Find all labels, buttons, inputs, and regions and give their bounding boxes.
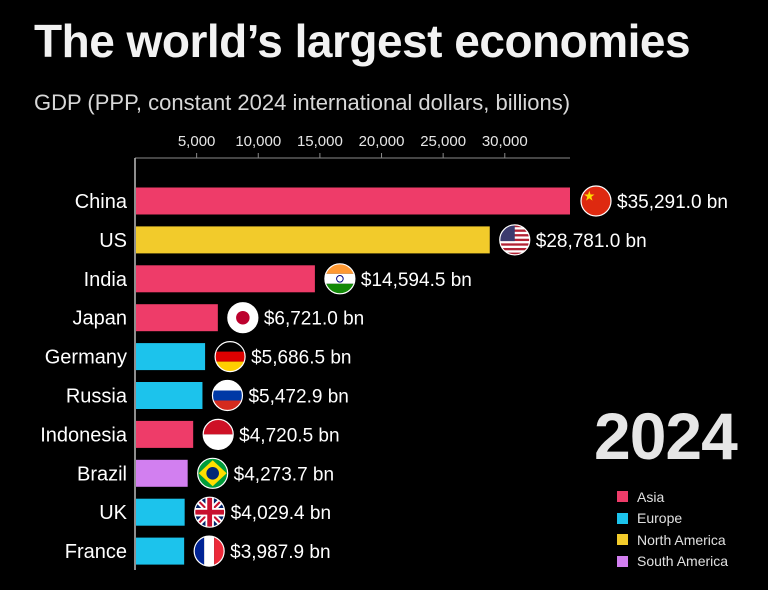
germany-flag-icon	[215, 341, 246, 372]
brazil-flag-icon	[197, 458, 228, 489]
india-flag-icon	[324, 263, 355, 294]
category-label-uk: UK	[99, 502, 127, 524]
legend-swatch-north-america	[617, 534, 628, 546]
category-label-us: US	[99, 230, 127, 252]
category-label-china: China	[75, 191, 128, 213]
category-label-japan: Japan	[73, 308, 128, 330]
legend-label-asia: Asia	[637, 488, 665, 505]
value-label-brazil: $4,273.7 bn	[234, 464, 334, 485]
value-label-indonesia: $4,720.5 bn	[239, 425, 339, 446]
legend-item-north-america: North America	[617, 529, 728, 551]
russia-flag-icon	[212, 380, 243, 411]
japan-flag-icon	[227, 302, 258, 333]
value-label-uk: $4,029.4 bn	[231, 503, 331, 524]
value-label-france: $3,987.9 bn	[230, 542, 330, 563]
value-label-us: $28,781.0 bn	[536, 231, 647, 252]
x-tick-label: 10,000	[235, 133, 281, 150]
uk-flag-icon	[194, 497, 225, 528]
x-tick-label: 15,000	[297, 133, 343, 150]
indonesia-flag-icon	[203, 419, 234, 450]
china-flag-icon: ★	[581, 186, 611, 216]
category-label-brazil: Brazil	[77, 463, 127, 485]
legend-label-north-america: North America	[637, 531, 726, 548]
value-label-germany: $5,686.5 bn	[251, 348, 351, 369]
legend-item-asia: Asia	[617, 486, 728, 508]
bar-germany	[136, 343, 206, 371]
bar-brazil	[136, 459, 188, 487]
x-tick-label: 5,000	[178, 133, 216, 150]
bar-uk	[136, 498, 185, 526]
x-tick-label: 20,000	[359, 133, 405, 150]
value-label-russia: $5,472.9 bn	[248, 387, 348, 408]
value-label-india: $14,594.5 bn	[361, 270, 472, 291]
legend-swatch-europe	[617, 512, 628, 524]
svg-text:★: ★	[583, 188, 595, 204]
legend-label-europe: Europe	[637, 510, 683, 527]
legend: Asia Europe North America South America	[617, 486, 728, 572]
x-tick-label: 25,000	[420, 133, 466, 150]
year-label: 2024	[594, 399, 738, 473]
bar-japan	[136, 304, 218, 332]
legend-label-south-america: South America	[637, 553, 729, 570]
bar-us	[136, 226, 490, 254]
bar-russia	[136, 382, 203, 409]
legend-item-south-america: South America	[617, 551, 728, 573]
category-label-indonesia: Indonesia	[40, 424, 128, 446]
chart-title: The world’s largest economies	[34, 15, 691, 67]
bar-india	[136, 265, 315, 293]
value-label-china: $35,291.0 bn	[617, 192, 728, 213]
bar-china	[136, 187, 570, 215]
legend-swatch-asia	[617, 491, 628, 503]
category-label-india: India	[84, 269, 128, 291]
x-tick-label: 30,000	[482, 133, 528, 150]
category-label-russia: Russia	[66, 386, 128, 408]
value-label-japan: $6,721.0 bn	[264, 309, 364, 330]
category-label-france: France	[65, 541, 127, 563]
legend-swatch-south-america	[617, 555, 628, 567]
bar-indonesia	[136, 420, 194, 448]
bar-france	[136, 537, 185, 565]
chart-subtitle: GDP (PPP, constant 2024 international do…	[34, 90, 571, 115]
legend-item-europe: Europe	[617, 508, 728, 530]
france-flag-icon	[194, 536, 225, 567]
category-label-germany: Germany	[45, 347, 127, 369]
